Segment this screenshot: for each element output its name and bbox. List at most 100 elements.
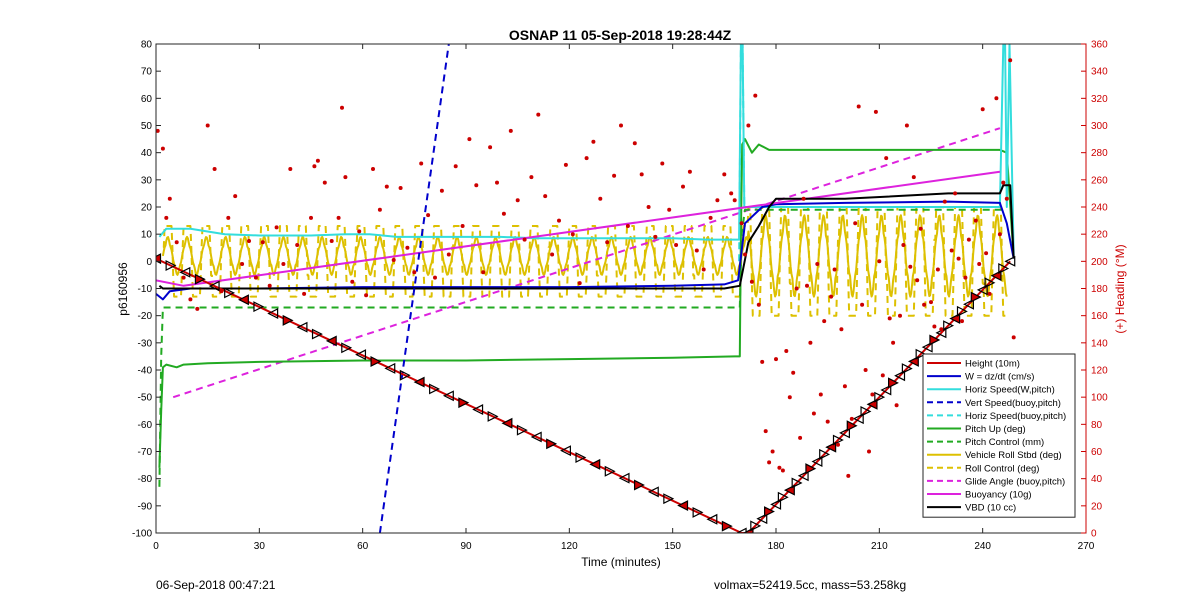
height-marker [915,348,927,360]
height-marker [165,260,177,271]
series-horiz_w-line [158,44,1015,256]
height-marker [943,320,955,332]
height-marker [770,498,782,510]
heading-point [966,237,971,242]
heading-point [939,327,944,332]
height-marker [874,391,886,403]
heading-point [870,392,875,397]
height-marker [633,479,645,491]
heading-point [164,215,169,220]
heading-point [584,156,589,161]
height-marker [341,342,353,354]
heading-point [694,248,699,253]
y-tick-label: 0 [146,257,152,268]
heading-point [295,243,300,247]
height-marker [692,506,704,518]
x-tick-label: 270 [1078,541,1095,552]
heading-point [329,239,334,243]
height-marker [888,377,899,389]
y2-tick-label: 80 [1091,420,1103,431]
heading-point [181,275,186,280]
height-marker [530,431,542,443]
heading-point [856,104,861,109]
heading-point [867,449,871,454]
height-marker [894,370,906,382]
heading-point [915,278,920,283]
heading-point [780,468,785,473]
heading-point [195,306,200,311]
legend-entry: Pitch Up (deg) [965,424,1026,435]
heading-point [212,167,217,171]
height-marker [811,456,823,467]
heading-point [784,349,789,353]
y-tick-label: -60 [138,420,153,431]
heading-point [911,175,916,180]
height-marker [706,513,718,525]
y-tick-label: -80 [138,474,153,485]
height-marker [647,486,659,498]
height-marker [501,417,513,429]
heading-point [860,302,865,307]
heading-point [1004,196,1009,201]
heading-point [340,105,344,110]
height-marker [860,405,872,417]
y2-tick-label: 140 [1091,338,1108,349]
heading-point [987,291,992,296]
heading-point [715,198,720,203]
y2-tick-label: 200 [1091,257,1108,268]
heading-point [315,158,320,163]
heading-point [770,449,775,454]
heading-point [811,411,816,416]
height-marker [237,294,249,306]
legend-entry: VBD (10 cc) [965,503,1016,514]
heading-point [960,319,964,324]
heading-point [260,240,265,245]
series-height-line [156,257,1011,533]
footer-volmax-mass: volmax=52419.5cc, mass=53.258kg [714,578,907,592]
heading-point [956,256,961,261]
height-marker [791,477,803,489]
x-tick-label: 180 [768,541,785,552]
heading-point [570,232,575,237]
x-tick-label: 30 [254,541,266,552]
heading-point [908,264,913,269]
y-tick-label: 30 [141,175,153,186]
heading-point [1011,335,1016,340]
heading-point [488,145,493,150]
heading-point [577,281,582,286]
heading-point [805,283,809,288]
series-buoyancy-line [156,170,1001,287]
heading-point [384,184,389,189]
y2-tick-label: 260 [1091,175,1108,186]
heading-point [405,245,410,250]
height-marker [976,284,988,296]
x-tick-label: 240 [974,541,991,552]
height-marker [832,434,844,446]
heading-point [822,319,827,324]
heading-point [973,218,978,223]
y2-tick-label: 220 [1091,230,1108,241]
y2-tick-label: 360 [1091,40,1108,51]
y-tick-label: -50 [138,393,153,404]
height-marker [618,472,630,484]
heading-point [884,156,889,161]
heading-point [929,300,933,305]
height-marker [546,438,558,450]
heading-point [749,279,754,284]
heading-point [391,258,396,262]
heading-point [267,283,272,288]
heading-point [701,267,706,272]
height-marker [311,328,323,340]
legend-entry: Pitch Control (mm) [965,437,1044,448]
heading-point [350,279,355,284]
heading-point [708,215,713,220]
heading-point [729,191,734,196]
y2-tick-label: 320 [1091,94,1108,105]
heading-point [550,252,555,257]
y2-tick-label: 300 [1091,121,1108,132]
y-tick-label: -40 [138,366,153,377]
heading-point [1008,58,1013,63]
heading-point [377,207,382,212]
height-marker [604,465,616,477]
